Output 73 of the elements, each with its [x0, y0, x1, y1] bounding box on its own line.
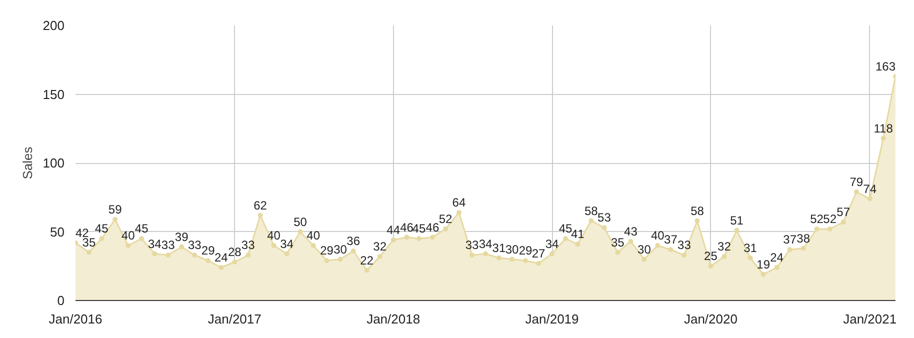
data-label: 35 — [611, 235, 625, 250]
data-label: 52 — [810, 212, 824, 226]
data-label: 37 — [664, 232, 678, 247]
data-label: 39 — [174, 230, 189, 244]
x-tick-label: Jan/2020 — [684, 312, 738, 326]
data-label: 38 — [796, 231, 810, 246]
data-label: 33 — [241, 238, 256, 252]
data-label: 34 — [545, 236, 560, 251]
data-label: 40 — [267, 228, 281, 242]
data-label: 45 — [94, 222, 109, 236]
data-label: 32 — [718, 240, 732, 254]
x-tick-label: Jan/2019 — [525, 312, 579, 326]
data-label: 64 — [452, 196, 466, 210]
data-label: 45 — [558, 222, 572, 236]
y-tick-label: 150 — [42, 86, 65, 102]
x-tick-label: Jan/2017 — [208, 312, 262, 326]
data-label: 46 — [426, 220, 440, 234]
x-tick-label: Jan/2021 — [843, 312, 897, 326]
data-label: 33 — [188, 238, 202, 252]
data-label: 28 — [228, 245, 242, 259]
data-label: 30 — [334, 242, 348, 256]
data-label: 163 — [875, 59, 896, 74]
data-label: 40 — [121, 228, 136, 242]
y-tick-label: 0 — [57, 293, 65, 308]
data-label: 27 — [532, 246, 546, 260]
data-label: 40 — [651, 228, 665, 242]
data-label: 33 — [465, 238, 480, 252]
data-label: 37 — [783, 232, 797, 247]
data-label: 79 — [850, 174, 864, 189]
data-label: 34 — [280, 236, 294, 251]
data-label: 57 — [836, 205, 850, 220]
data-label: 30 — [505, 242, 520, 256]
data-label: 32 — [373, 240, 387, 254]
data-label: 58 — [584, 204, 598, 218]
data-label: 33 — [161, 238, 176, 252]
data-label: 31 — [492, 240, 506, 255]
data-label: 29 — [201, 244, 216, 258]
data-label: 30 — [638, 242, 652, 256]
data-label: 62 — [254, 198, 268, 212]
data-label: 118 — [874, 121, 894, 136]
data-label: 24 — [214, 250, 228, 264]
data-label: 22 — [360, 253, 374, 268]
data-label: 24 — [770, 250, 784, 264]
data-label: 51 — [730, 213, 744, 228]
data-label: 36 — [346, 234, 360, 248]
data-label: 43 — [624, 224, 638, 238]
data-label: 34 — [148, 236, 162, 251]
data-label: 33 — [678, 238, 692, 252]
data-label: 40 — [306, 228, 320, 242]
data-label: 25 — [704, 249, 718, 264]
data-label: 44 — [386, 223, 400, 237]
data-label: 45 — [134, 222, 149, 236]
data-label: 53 — [598, 210, 612, 225]
data-label: 59 — [108, 202, 122, 216]
data-label: 74 — [863, 182, 877, 196]
x-tick-label: Jan/2018 — [366, 312, 420, 326]
x-tick-label: Jan/2016 — [48, 312, 102, 326]
data-label: 31 — [744, 240, 758, 255]
data-label: 29 — [518, 244, 532, 258]
data-label: 45 — [412, 222, 426, 236]
data-label: 41 — [571, 227, 585, 242]
y-tick-label: 50 — [50, 224, 65, 240]
data-label: 34 — [478, 236, 492, 251]
data-label: 46 — [400, 220, 414, 234]
data-label: 50 — [294, 214, 308, 229]
y-tick-label: 200 — [42, 18, 65, 33]
y-tick-label: 100 — [42, 156, 65, 170]
data-label: 58 — [690, 204, 704, 218]
data-label: 29 — [320, 244, 334, 258]
data-label: 19 — [756, 257, 770, 272]
data-label: 52 — [438, 212, 452, 226]
y-axis-title: Sales — [20, 146, 35, 180]
data-label: 52 — [823, 212, 837, 226]
